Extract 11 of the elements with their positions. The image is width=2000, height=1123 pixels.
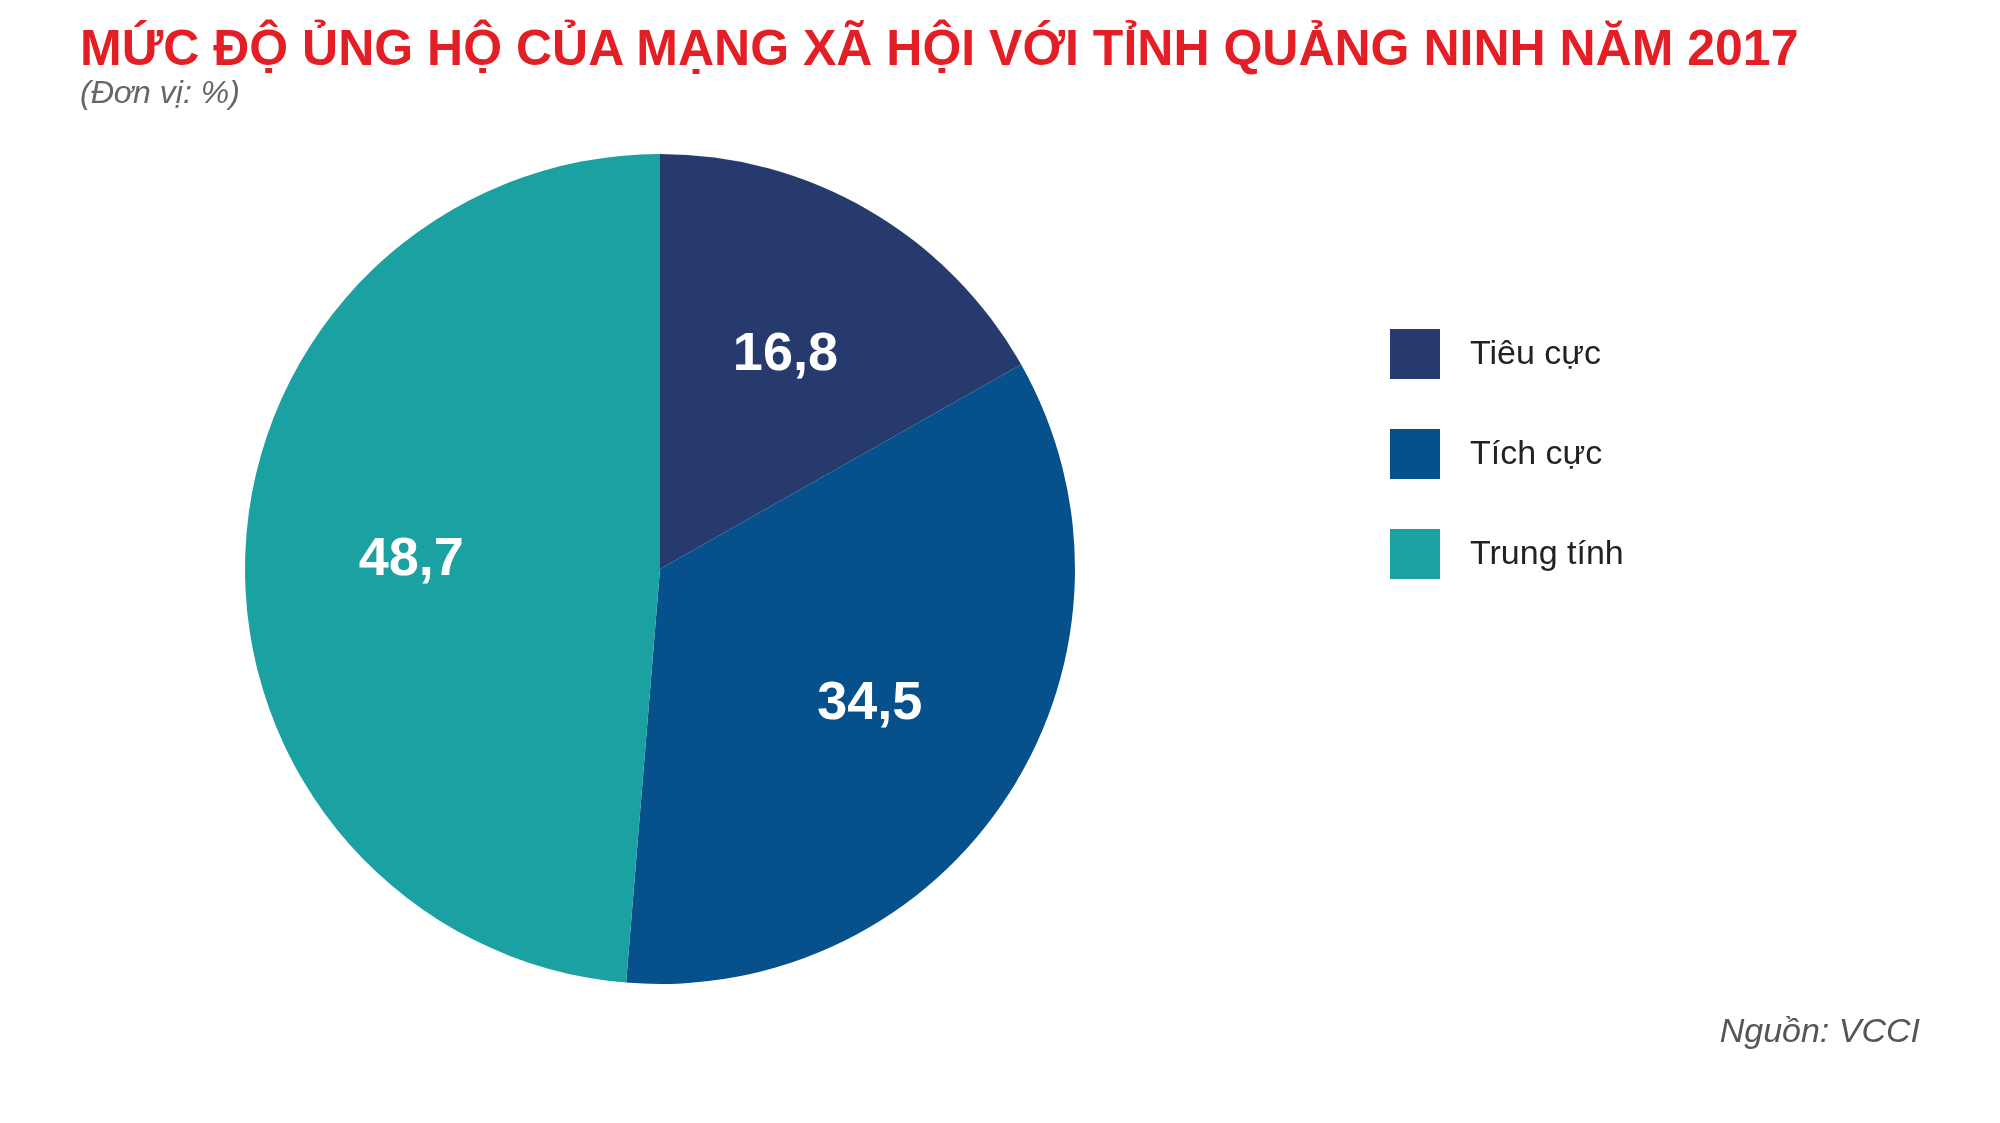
- chart-subtitle: (Đơn vị: %): [80, 74, 240, 110]
- legend-label: Tiêu cực: [1470, 333, 1602, 371]
- legend-label: Trung tính: [1470, 533, 1624, 571]
- text: Nguồn: VCCI: [1719, 1011, 1921, 1049]
- data-label: 34,5: [817, 670, 923, 731]
- pie-slice: [660, 154, 1022, 569]
- legend-label: Tích cực: [1470, 433, 1603, 471]
- data-label: 16,8: [732, 320, 838, 381]
- data-label: 48,7: [358, 525, 464, 586]
- chart-title: MỨC ĐỘ ỦNG HỘ CỦA MẠNG XÃ HỘI VỚI TỈNH QUẢNG NINH NĂM 2017: [80, 19, 1799, 76]
- pie-slice: [245, 154, 660, 983]
